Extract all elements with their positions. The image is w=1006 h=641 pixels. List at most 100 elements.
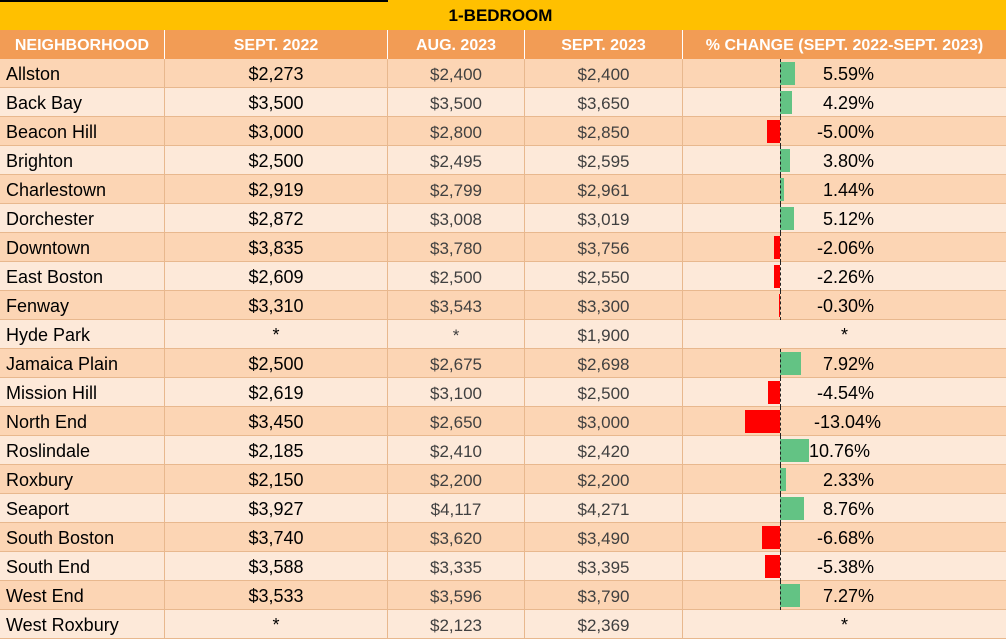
zero-axis-line <box>780 581 781 610</box>
aug-2023-cell: $3,596 <box>388 581 525 610</box>
sept-2023-cell: $1,900 <box>525 320 683 349</box>
positive-change-bar <box>780 91 792 114</box>
pct-change-value: 5.59% <box>822 64 874 84</box>
aug-2023-cell: $2,400 <box>388 59 525 88</box>
zero-axis-line <box>780 204 781 233</box>
positive-change-bar <box>780 149 791 172</box>
aug-2023-cell: $3,335 <box>388 552 525 581</box>
sept-2023-cell: $2,595 <box>525 146 683 175</box>
negative-change-bar <box>779 294 780 317</box>
sept-2022-cell: $2,500 <box>165 146 388 175</box>
sept-2023-cell: $2,550 <box>525 262 683 291</box>
aug-2023-cell: $2,500 <box>388 262 525 291</box>
negative-change-bar <box>744 410 780 433</box>
neighborhood-cell: Seaport <box>0 494 165 523</box>
positive-change-bar <box>780 62 796 85</box>
zero-axis-line <box>780 378 781 407</box>
negative-change-bar <box>767 381 780 404</box>
neighborhood-cell: Fenway <box>0 291 165 320</box>
table-row: South End $3,588 $3,335 $3,395 -5.38% <box>0 552 1006 581</box>
pct-change-value: -6.68% <box>816 528 874 548</box>
neighborhood-cell: West End <box>0 581 165 610</box>
sept-2022-cell: $3,310 <box>165 291 388 320</box>
aug-2023-cell: $3,008 <box>388 204 525 233</box>
table-row: South Boston $3,740 $3,620 $3,490 -6.68% <box>0 523 1006 552</box>
zero-axis-line <box>780 146 781 175</box>
zero-axis-line <box>780 465 781 494</box>
negative-change-bar <box>773 265 780 288</box>
aug-2023-cell: $2,200 <box>388 465 525 494</box>
neighborhood-cell: Back Bay <box>0 88 165 117</box>
pct-change-cell: 2.33% <box>683 465 1006 494</box>
neighborhood-cell: South End <box>0 552 165 581</box>
zero-axis-line <box>780 436 781 465</box>
sept-2022-cell: $2,185 <box>165 436 388 465</box>
neighborhood-cell: East Boston <box>0 262 165 291</box>
table-row: Roxbury $2,150 $2,200 $2,200 2.33% <box>0 465 1006 494</box>
pct-change-cell: -6.68% <box>683 523 1006 552</box>
sept-2023-cell: $2,850 <box>525 117 683 146</box>
pct-change-value: 5.12% <box>822 209 874 229</box>
sept-2023-cell: $2,420 <box>525 436 683 465</box>
neighborhood-cell: Downtown <box>0 233 165 262</box>
table-title: 1-BEDROOM <box>448 6 553 25</box>
header-sept-2023: SEPT. 2023 <box>525 30 683 59</box>
neighborhood-cell: North End <box>0 407 165 436</box>
pct-change-value: 7.92% <box>822 354 874 374</box>
neighborhood-cell: Mission Hill <box>0 378 165 407</box>
pct-change-value: 2.33% <box>822 470 874 490</box>
sept-2023-cell: $2,400 <box>525 59 683 88</box>
negative-change-bar <box>766 120 780 143</box>
header-row: NEIGHBORHOOD SEPT. 2022 AUG. 2023 SEPT. … <box>0 30 1006 59</box>
sept-2022-cell: $2,919 <box>165 175 388 204</box>
aug-2023-cell: $2,410 <box>388 436 525 465</box>
sept-2023-cell: $3,395 <box>525 552 683 581</box>
pct-change-value: 4.29% <box>822 93 874 113</box>
positive-change-bar <box>780 468 787 491</box>
aug-2023-cell: $2,495 <box>388 146 525 175</box>
table-row: Jamaica Plain $2,500 $2,675 $2,698 7.92% <box>0 349 1006 378</box>
table-row: West End $3,533 $3,596 $3,790 7.27% <box>0 581 1006 610</box>
aug-2023-cell: $3,100 <box>388 378 525 407</box>
aug-2023-cell: $2,123 <box>388 610 525 639</box>
zero-axis-line <box>780 59 781 88</box>
sept-2022-cell: $3,740 <box>165 523 388 552</box>
pct-change-cell: 7.92% <box>683 349 1006 378</box>
pct-change-cell: 5.59% <box>683 59 1006 88</box>
zero-axis-line <box>780 233 781 262</box>
neighborhood-cell: Beacon Hill <box>0 117 165 146</box>
pct-change-value: -0.30% <box>816 296 874 316</box>
pct-change-value: -5.00% <box>816 122 874 142</box>
sept-2023-cell: $2,369 <box>525 610 683 639</box>
sept-2022-cell: * <box>165 610 388 639</box>
sept-2022-cell: $3,927 <box>165 494 388 523</box>
table-row: Beacon Hill $3,000 $2,800 $2,850 -5.00% <box>0 117 1006 146</box>
pct-change-value: -2.26% <box>816 267 874 287</box>
sept-2023-cell: $2,500 <box>525 378 683 407</box>
zero-axis-line <box>780 407 781 436</box>
negative-change-bar <box>765 555 780 578</box>
table-row: Hyde Park * * $1,900 * <box>0 320 1006 349</box>
aug-2023-cell: $3,620 <box>388 523 525 552</box>
table-row: Roslindale $2,185 $2,410 $2,420 10.76% <box>0 436 1006 465</box>
aug-2023-cell: * <box>388 320 525 349</box>
header-neighborhood: NEIGHBORHOOD <box>0 30 165 59</box>
pct-change-value: 10.76% <box>808 441 870 461</box>
pct-change-value: 7.27% <box>822 586 874 606</box>
pct-change-cell: 4.29% <box>683 88 1006 117</box>
neighborhood-cell: South Boston <box>0 523 165 552</box>
pct-change-cell: -0.30% <box>683 291 1006 320</box>
aug-2023-cell: $2,799 <box>388 175 525 204</box>
aug-2023-cell: $3,500 <box>388 88 525 117</box>
zero-axis-line <box>780 88 781 117</box>
sept-2022-cell: $2,273 <box>165 59 388 88</box>
pct-change-cell: -4.54% <box>683 378 1006 407</box>
pct-change-value: * <box>840 325 848 345</box>
zero-axis-line <box>780 262 781 291</box>
pct-change-cell: 10.76% <box>683 436 1006 465</box>
table-row: North End $3,450 $2,650 $3,000 -13.04% <box>0 407 1006 436</box>
table-row: Fenway $3,310 $3,543 $3,300 -0.30% <box>0 291 1006 320</box>
table-row: Downtown $3,835 $3,780 $3,756 -2.06% <box>0 233 1006 262</box>
aug-2023-cell: $2,650 <box>388 407 525 436</box>
